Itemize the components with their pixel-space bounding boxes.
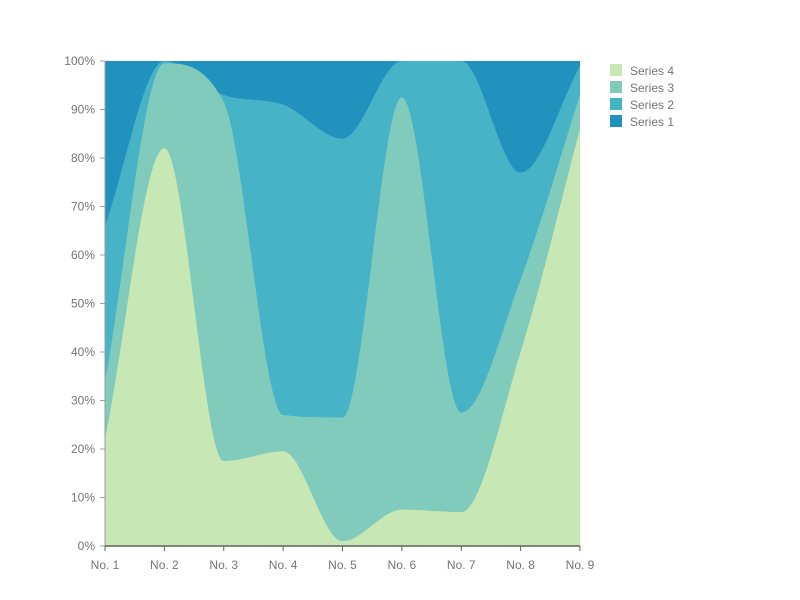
x-tick-label: No. 1 xyxy=(91,558,120,572)
x-tick-label: No. 4 xyxy=(269,558,298,572)
y-tick-label: 80% xyxy=(71,151,95,165)
legend: Series 4 Series 3 Series 2 Series 1 xyxy=(610,64,674,129)
y-axis-ticks: 0% 10% 20% 30% 40% 50% 60% 70% 80% 90% 100% xyxy=(64,54,105,553)
legend-item-series-1[interactable]: Series 1 xyxy=(610,115,674,129)
legend-item-series-2[interactable]: Series 2 xyxy=(610,98,674,112)
area-series-4 xyxy=(105,128,580,546)
y-tick-label: 50% xyxy=(71,297,95,311)
legend-swatch xyxy=(610,81,622,93)
x-tick-label: No. 8 xyxy=(506,558,535,572)
legend-swatch xyxy=(610,115,622,127)
x-tick-label: No. 6 xyxy=(388,558,417,572)
x-tick-label: No. 9 xyxy=(566,558,595,572)
legend-label: Series 1 xyxy=(630,115,674,129)
y-tick-label: 40% xyxy=(71,345,95,359)
x-tick-label: No. 3 xyxy=(209,558,238,572)
x-axis-ticks: No. 1 No. 2 No. 3 No. 4 No. 5 No. 6 No. 7 No. 8… xyxy=(91,546,595,572)
y-tick-label: 100% xyxy=(64,54,95,68)
area-series-3 xyxy=(105,63,580,547)
y-tick-label: 0% xyxy=(78,539,96,553)
y-tick-label: 60% xyxy=(71,248,95,262)
y-tick-label: 70% xyxy=(71,200,95,214)
legend-label: Series 2 xyxy=(630,98,674,112)
legend-item-series-3[interactable]: Series 3 xyxy=(610,81,674,95)
legend-label: Series 4 xyxy=(630,64,674,78)
legend-swatch xyxy=(610,64,622,76)
legend-item-series-4[interactable]: Series 4 xyxy=(610,64,674,78)
x-tick-label: No. 2 xyxy=(150,558,179,572)
y-tick-label: 30% xyxy=(71,394,95,408)
y-tick-label: 20% xyxy=(71,442,95,456)
y-tick-label: 10% xyxy=(71,491,95,505)
x-tick-label: No. 5 xyxy=(328,558,357,572)
y-tick-label: 90% xyxy=(71,103,95,117)
legend-swatch xyxy=(610,98,622,110)
legend-label: Series 3 xyxy=(630,81,674,95)
area-layer xyxy=(105,61,580,547)
x-tick-label: No. 7 xyxy=(447,558,476,572)
